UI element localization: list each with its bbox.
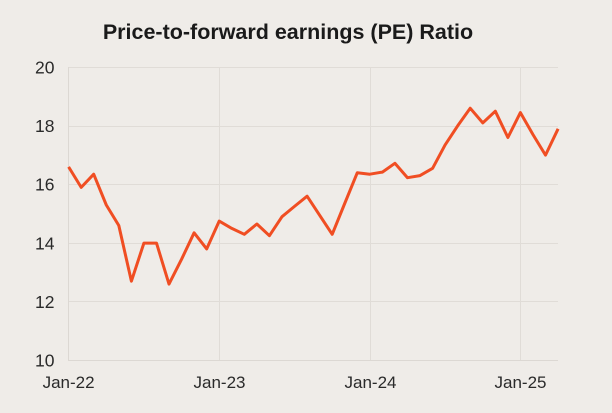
svg-text:Jan-22: Jan-22 xyxy=(43,373,95,392)
svg-text:12: 12 xyxy=(35,292,54,312)
svg-text:Jan-24: Jan-24 xyxy=(345,373,397,392)
svg-text:14: 14 xyxy=(35,233,55,253)
svg-text:10: 10 xyxy=(35,350,55,370)
svg-text:Jan-23: Jan-23 xyxy=(194,373,246,392)
svg-text:18: 18 xyxy=(35,116,54,136)
svg-text:20: 20 xyxy=(35,57,55,77)
svg-text:Jan-25: Jan-25 xyxy=(495,373,547,392)
svg-text:16: 16 xyxy=(35,175,54,195)
svg-text:Price-to-forward earnings (PE): Price-to-forward earnings (PE) Ratio xyxy=(103,20,473,44)
